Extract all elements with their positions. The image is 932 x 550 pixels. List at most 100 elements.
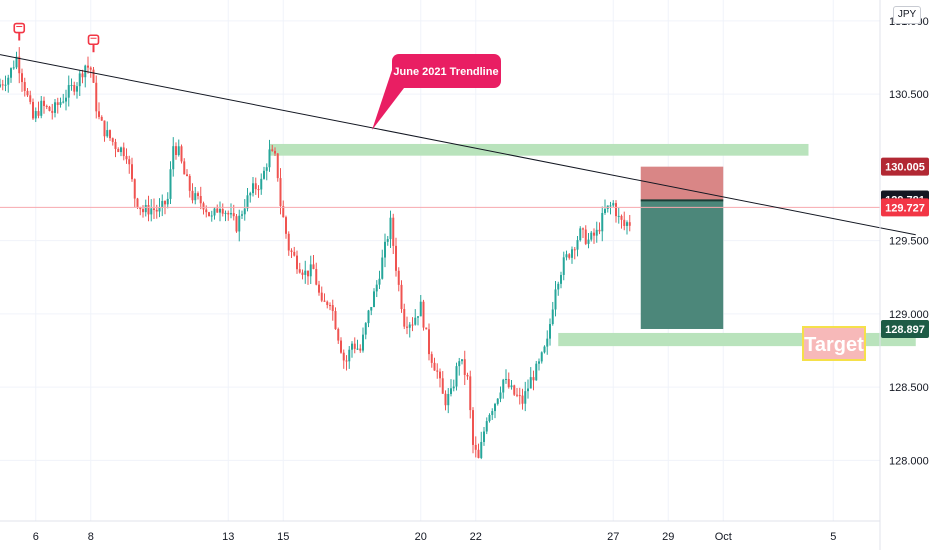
currency-badge[interactable]: JPY [893,6,921,24]
candle-body [529,377,532,389]
candle-body [26,90,29,96]
candle-body [282,206,285,218]
candle-body [197,193,199,197]
candle-body [461,359,463,362]
price-label-box [881,198,929,217]
candle-body [155,209,158,212]
candle-body [10,68,12,78]
x-tick-label: 5 [830,531,836,543]
candle-body [414,317,417,325]
candle-body [0,84,1,87]
candle-body [463,359,466,375]
candle-body [62,101,65,103]
candle-body [37,111,40,116]
candle-body [249,193,252,196]
candle-body [582,228,584,230]
candle-body [532,377,535,381]
candle-body [241,214,243,216]
candle-body [120,147,122,153]
position-target-zone [640,200,724,329]
trendline-callout-text: June 2021 Trendline [393,66,498,78]
candle-body [144,205,147,213]
candle-body [59,102,62,105]
candle-body [76,86,78,92]
candle-body [441,378,444,394]
candle-body [111,138,114,142]
candle-body [494,403,496,412]
candle-body [334,311,337,330]
trendline-callout-pointer [372,70,404,130]
pointing-hand-icon [87,34,100,53]
candle-body [551,309,554,325]
candle-body [351,343,353,350]
candle-body [452,386,455,389]
candle-body [81,73,84,78]
candle-body [444,393,447,406]
x-tick-label: 15 [277,531,289,543]
x-tick-label: Oct [715,531,732,543]
candle-body [428,329,430,355]
candle-body [32,101,34,119]
candle-body [340,340,342,353]
position-layer [640,166,724,329]
candle-body [408,324,411,328]
candle-body [579,228,582,241]
candle-body [169,169,172,199]
candle-body [276,153,279,179]
candle-body [109,130,111,139]
candle-body [595,229,598,236]
candle-body [395,245,397,271]
candle-body [469,376,472,411]
candle-body [139,207,142,210]
candle-body [474,444,477,450]
y-tick-label: 129.500 [889,236,929,248]
candle-body [271,149,274,151]
candle-body [21,73,23,83]
candle-body [400,284,403,310]
candle-body [29,95,32,102]
candle-body [65,97,67,102]
candle-body [199,196,202,204]
candle-body [510,385,513,388]
candle-body [98,111,100,117]
candle-body [389,217,392,240]
candle-body [329,305,331,307]
candle-body [238,215,241,232]
candle-body [1,84,4,86]
candle-body [433,362,436,371]
candle-body [546,338,549,347]
candle-layer [0,47,631,460]
candle-body [587,239,590,244]
candle-body [40,100,43,116]
candle-body [246,195,249,209]
candle-body [411,324,414,326]
candle-body [576,240,579,250]
x-tick-label: 27 [607,531,619,543]
zone-resistance [269,143,809,156]
price-label-box [881,319,929,338]
candle-body [345,360,348,362]
pointing-hand-icon [13,22,26,41]
candle-body [133,179,136,199]
candle-body [590,232,593,240]
candle-body [598,229,601,232]
candle-body [147,205,150,215]
candle-body [604,209,606,214]
candle-body [318,284,320,293]
x-tick-label: 6 [33,531,39,543]
candle-body [4,84,7,86]
candle-body [505,379,507,381]
candle-body [392,217,395,246]
candle-body [125,156,128,160]
candle-body [161,200,164,208]
candle-body [568,254,571,258]
candle-body [326,301,329,306]
candle-body [296,255,298,270]
candle-body [488,414,491,422]
candle-body [502,379,505,393]
candle-body [298,269,301,273]
candle-body [67,85,70,98]
candle-body [268,149,271,168]
candle-body [312,264,315,270]
